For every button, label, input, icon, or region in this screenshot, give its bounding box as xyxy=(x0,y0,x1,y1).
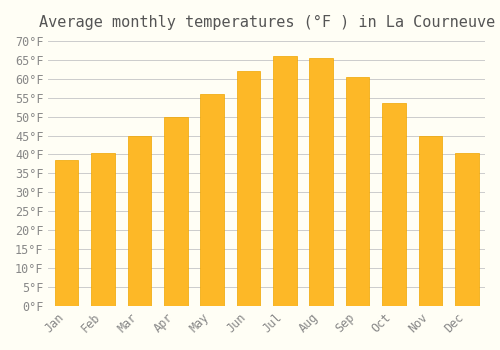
Bar xyxy=(382,103,406,306)
Bar xyxy=(164,117,188,306)
Bar xyxy=(418,135,442,306)
Bar xyxy=(54,160,78,306)
Bar xyxy=(310,58,333,306)
Bar xyxy=(346,77,370,306)
Bar xyxy=(200,94,224,306)
Bar xyxy=(273,56,296,306)
Bar xyxy=(91,153,115,306)
Bar xyxy=(128,135,151,306)
Title: Average monthly temperatures (°F ) in La Courneuve: Average monthly temperatures (°F ) in La… xyxy=(38,15,495,30)
Bar xyxy=(455,153,478,306)
Bar xyxy=(236,71,260,306)
